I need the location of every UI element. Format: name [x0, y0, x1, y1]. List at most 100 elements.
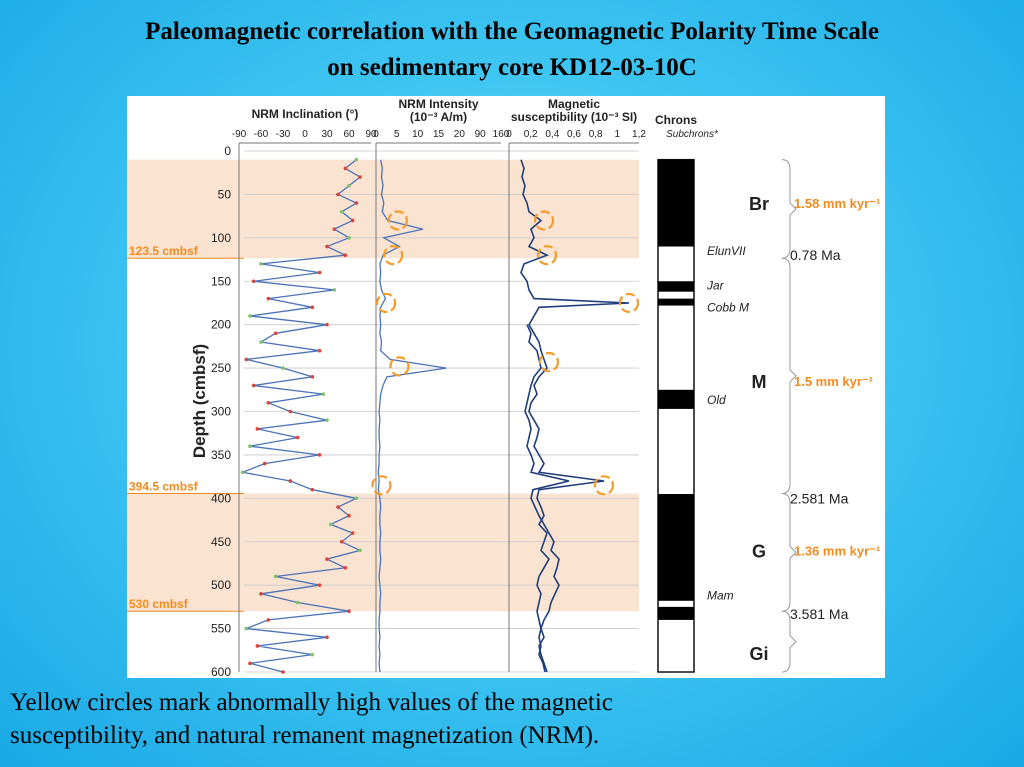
subchron-header: Subchrons* — [666, 129, 719, 140]
data-point — [325, 418, 329, 422]
normal-polarity-block — [658, 298, 694, 306]
caption-line-1: Yellow circles mark abnormally high valu… — [10, 689, 613, 716]
slide-title-line-2: on sedimentary core KD12-03-10C — [327, 54, 697, 81]
data-point — [354, 496, 359, 501]
subchron-label: Mam — [707, 589, 734, 603]
chron-zone-label: Br — [749, 194, 769, 214]
boundary-label-2: 530 cmbsf — [127, 597, 244, 612]
data-point — [259, 592, 263, 596]
chron-zone-bracket — [781, 493, 797, 612]
panel-subtitle: (10⁻³ A/m) — [410, 110, 467, 124]
normal-polarity-block — [658, 159, 694, 247]
panel-subtitle: susceptibility (10⁻³ SI) — [511, 110, 637, 124]
data-point — [347, 183, 351, 188]
data-point — [288, 409, 293, 414]
boundary-label-1: 394.5 cmbsf — [127, 480, 244, 495]
data-point — [240, 470, 245, 475]
panel-title: NRM Inclination (°) — [252, 107, 359, 121]
data-point — [325, 244, 329, 249]
data-point — [332, 227, 337, 231]
panel-tick-label: 0 — [302, 129, 308, 140]
boundary-label-text: 530 cmbsf — [129, 597, 189, 611]
data-point — [244, 626, 249, 631]
data-point — [339, 539, 344, 544]
data-point — [354, 201, 359, 205]
subchron-label: ElunVII — [707, 244, 746, 258]
data-point — [251, 383, 256, 388]
data-point — [310, 652, 315, 657]
chron-zone-bracket — [781, 610, 797, 673]
depth-tick-label: 50 — [218, 187, 232, 201]
data-point — [321, 392, 326, 396]
data-point — [336, 192, 340, 197]
shaded-interval-1 — [127, 493, 639, 612]
data-point — [325, 557, 329, 561]
data-point — [255, 427, 260, 431]
chron-zone-label: Gi — [749, 644, 768, 664]
panel-tick-label: 10 — [412, 129, 424, 140]
data-point — [347, 236, 351, 240]
subchron-label: Cobb M — [707, 300, 749, 314]
anomaly-marker — [383, 245, 404, 266]
anomaly-marker — [618, 292, 640, 314]
paleomag-figure: 0 50 100 150 200 250 300 350 400 450 500 550 600 Dept… — [127, 96, 885, 679]
data-point — [248, 661, 252, 666]
anomaly-marker — [593, 475, 615, 496]
anomaly-marker — [533, 210, 555, 231]
data-point — [295, 600, 300, 605]
data-point — [358, 548, 362, 553]
sedimentation-rate: 1.36 mm kyr⁻¹ — [794, 543, 880, 558]
data-point — [288, 479, 293, 483]
chron-zone-label: G — [752, 541, 766, 561]
depth-tick-label: 150 — [211, 274, 231, 288]
data-point — [248, 444, 252, 449]
chron-zone-label: M — [752, 372, 767, 392]
depth-tick-label: 350 — [211, 448, 231, 462]
boundary-label-text: 394.5 cmbsf — [129, 480, 199, 494]
boundary-age-label: 3.581 Ma — [790, 606, 849, 622]
panel-tick-label: 30 — [321, 129, 333, 140]
y-axis-title: Depth (cmbsf) — [190, 344, 209, 458]
panel-tick-label: 15 — [433, 129, 445, 140]
chron-zone-br: Br 1.58 mm kyr⁻¹ — [749, 159, 880, 259]
chron-zone-g: G 1.36 mm kyr⁻¹ — [752, 493, 880, 612]
data-point — [251, 279, 256, 284]
boundary-age-label: 2.581 Ma — [790, 490, 849, 506]
data-point — [295, 435, 300, 440]
panel-tick-label: 0,8 — [589, 129, 603, 140]
depth-tick-label: 0 — [224, 144, 231, 158]
paleomag-chart: 050100150200250300350400450500550600Dept… — [127, 97, 880, 679]
series-line-susceptibility-a — [520, 159, 630, 673]
data-point — [350, 531, 355, 535]
panel-tick-label: 90 — [475, 129, 487, 140]
data-point — [350, 218, 355, 223]
data-point — [339, 209, 344, 214]
data-point — [266, 618, 271, 622]
data-point — [325, 635, 329, 640]
data-point — [332, 288, 337, 292]
anomaly-marker — [536, 245, 558, 266]
data-point — [328, 522, 333, 527]
data-point — [354, 157, 359, 162]
depth-tick-label: 200 — [211, 318, 231, 332]
data-point — [325, 322, 329, 327]
chron-column: Chrons Subchrons* ElunVII Jar Cobb M Old Mam 0.… — [655, 113, 849, 673]
chron-header: Chrons — [655, 113, 697, 127]
slide-caption: Yellow circles mark abnormally high valu… — [10, 686, 1010, 752]
depth-tick-label: 250 — [211, 361, 231, 375]
sedimentation-rate: 1.5 mm kyr⁻¹ — [794, 374, 873, 389]
data-point — [358, 175, 362, 179]
panel-tick-label: 0 — [506, 129, 512, 140]
data-point — [317, 348, 322, 353]
panel-tick-label: 0,6 — [567, 129, 581, 140]
data-point — [317, 453, 322, 457]
data-point — [343, 566, 348, 570]
anomaly-marker — [376, 292, 397, 314]
anomaly-marker — [387, 210, 408, 231]
normal-polarity-block — [658, 389, 694, 409]
panel-tick-label: -60 — [254, 129, 269, 140]
data-point — [336, 505, 340, 509]
boundary-label-text: 123.5 cmbsf — [129, 244, 199, 258]
series-line-intensity — [377, 159, 447, 673]
